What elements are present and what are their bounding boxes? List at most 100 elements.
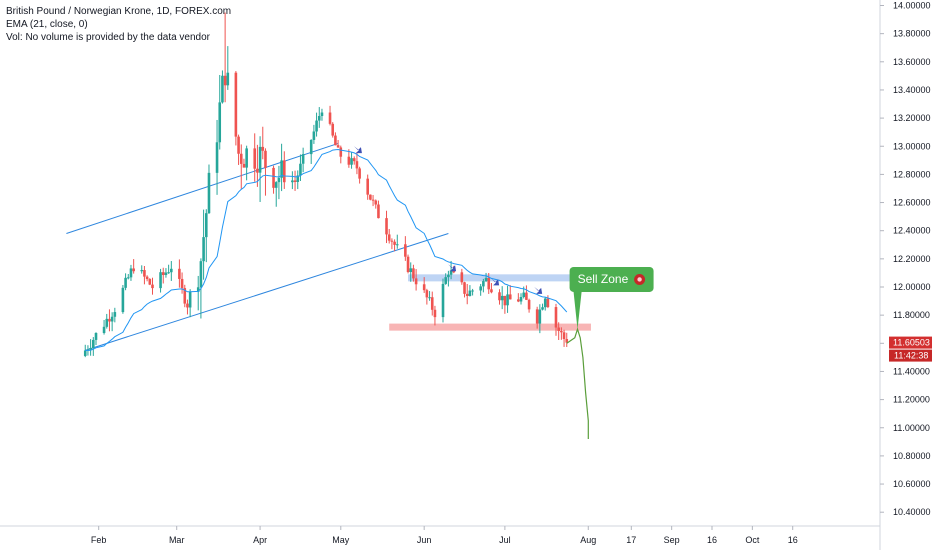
candle-body (102, 326, 106, 333)
candle-body (132, 268, 135, 272)
ema-line (85, 148, 568, 351)
candle-body (301, 154, 305, 164)
candle-body (315, 120, 318, 132)
candle-body (331, 123, 335, 136)
x-tick-label: Aug (580, 535, 596, 545)
candle-body (110, 316, 114, 322)
y-tick-label: 13.40000 (893, 85, 931, 95)
candle-body (527, 299, 531, 310)
candle-body (261, 146, 265, 151)
candle-body (347, 156, 351, 165)
candle-body (352, 158, 356, 162)
candle-body (519, 297, 523, 302)
candle-body (164, 272, 168, 275)
candle-body (296, 175, 300, 182)
candle-body (452, 270, 456, 273)
x-tick-label: Jun (417, 535, 432, 545)
candle-body (272, 167, 275, 188)
volume-note: Vol: No volume is provided by the data v… (6, 32, 211, 43)
candle-body (430, 297, 434, 310)
candle-body (433, 309, 437, 318)
candle-body (468, 290, 472, 296)
candle-body (336, 145, 340, 148)
candle-body (280, 160, 283, 178)
candle-body (498, 292, 501, 301)
y-tick-label: 12.60000 (893, 198, 931, 208)
candle-body (245, 148, 248, 168)
candle-body (196, 287, 200, 292)
candle-body (395, 244, 399, 246)
candle-body (535, 309, 539, 324)
y-tick-label: 13.20000 (893, 113, 931, 123)
candle-body (283, 160, 286, 183)
y-tick-label: 12.00000 (893, 282, 931, 292)
candle-body (291, 180, 294, 183)
candle-body (385, 218, 388, 235)
candle-body (145, 276, 149, 280)
candle-body (444, 277, 447, 284)
candle-body (554, 307, 558, 328)
arrow-marker-icon (533, 285, 543, 294)
candle-body (242, 163, 246, 168)
candle-body (221, 75, 224, 103)
arrow-marker-icon (352, 145, 362, 154)
candle-body (562, 332, 566, 339)
candle-body (183, 288, 187, 304)
candle-body (425, 290, 429, 298)
candle-body (239, 153, 243, 164)
y-tick-label: 12.40000 (893, 226, 931, 236)
candle-body (199, 261, 203, 288)
candle-body (377, 204, 380, 219)
candle-body (293, 180, 297, 182)
candle-body (89, 347, 92, 350)
candle-body (148, 279, 152, 285)
candle-body (422, 284, 426, 291)
x-tick-label: Feb (91, 535, 107, 545)
candle-body (412, 268, 415, 279)
candle-body (274, 182, 278, 188)
candle-body (406, 256, 410, 273)
y-tick-label: 11.40000 (893, 366, 930, 376)
y-tick-label: 10.80000 (893, 451, 931, 461)
candle-body (253, 148, 257, 169)
candle-body (277, 177, 281, 183)
candle-body (538, 309, 542, 324)
candle-body (226, 72, 230, 86)
candle-body (256, 168, 259, 173)
arrow-marker-icon (447, 263, 457, 272)
x-tick-label: May (332, 535, 350, 545)
candle-body (482, 281, 485, 287)
indicator-label[interactable]: EMA (21, close, 0) (6, 19, 88, 30)
candle-body (129, 268, 133, 278)
candle-body (546, 298, 550, 308)
candle-body (215, 142, 219, 173)
sell-zone-callout (569, 266, 654, 292)
candle-body (565, 338, 569, 343)
candle-body (237, 136, 240, 154)
candle-body (113, 312, 117, 317)
candle-body (108, 318, 111, 322)
candle-body (522, 292, 526, 298)
candle-body (387, 234, 391, 241)
candle-body (180, 278, 184, 289)
y-tick-label: 11.80000 (893, 310, 930, 320)
candle-body (320, 112, 324, 116)
y-tick-label: 10.40000 (893, 507, 931, 517)
y-tick-label: 14.00000 (893, 1, 931, 11)
candle-body (404, 244, 407, 257)
symbol-title[interactable]: British Pound / Norwegian Krone, 1D, FOR… (6, 6, 232, 17)
candle-body (441, 283, 445, 318)
resistance-zone (408, 274, 583, 282)
candle-body (202, 237, 205, 262)
candle-body (447, 274, 450, 278)
candle-body (490, 289, 493, 293)
sell-zone-pointer (573, 291, 582, 330)
countdown-tag (889, 349, 932, 362)
x-tick-label: Apr (253, 535, 267, 545)
candle-body (487, 277, 491, 290)
candle-body (94, 332, 98, 340)
candle-body (390, 240, 394, 242)
channel-line (85, 233, 449, 351)
projection-path (566, 327, 589, 439)
